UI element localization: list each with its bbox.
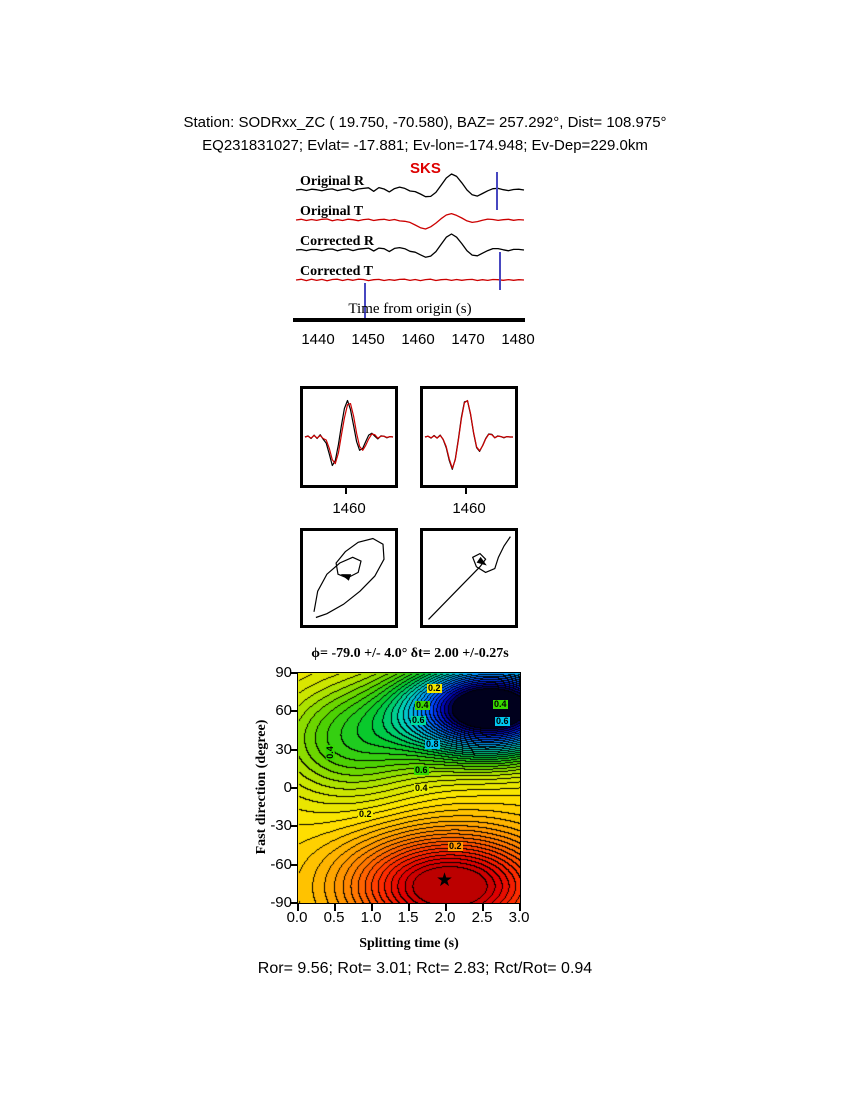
y-tick: -30 [270,817,292,834]
x-tick: 0.5 [323,909,345,926]
star-icon: ★ [436,870,454,891]
time-tick: 1480 [501,331,535,348]
direction-arrow-icon [340,574,352,581]
window-waveform-panel-right [420,386,518,488]
contour-label: 0.8 [425,739,440,749]
x-tick: 1.5 [397,909,419,926]
trace-line [295,173,525,198]
trace-line [295,233,525,258]
x-tick: 3.0 [508,909,530,926]
tick-mark [345,488,347,494]
particle-motion-panel-left [300,528,398,628]
trace-label-original-t: Original T [300,204,364,219]
trace-line [424,400,513,470]
x-tick: 2.0 [434,909,456,926]
trace-label-original-r: Original R [300,174,365,189]
time-axis-line [293,318,525,322]
waveform-traces-svg [295,173,525,282]
trace-line [424,399,513,469]
trace-label-corrected-t: Corrected T [300,264,373,279]
trace-line [304,403,394,465]
tick-mark [290,787,297,789]
particle-motion-svg-left [313,537,385,619]
contour-label: 0.2 [448,841,463,851]
contour-label: 0.6 [495,716,510,726]
event-header-line: EQ231831027; Evlat= -17.881; Ev-lon=-174… [202,137,648,154]
tick-mark [519,904,521,911]
time-tick: 1470 [451,331,485,348]
particle-motion-svg-right [428,536,511,620]
tick-mark [290,863,297,866]
window-waveform-svg-right [424,399,513,470]
tick-mark [290,710,297,713]
y-tick: 90 [275,664,292,681]
direction-arrow-icon [476,556,487,566]
window-panel-tick-right: 1460 [452,500,486,517]
energy-map-canvas [298,673,520,903]
energy-map-plot: ★ 0.2 0.4 0.6 0.8 0.4 0.6 0.4 0.2 0.2 0.4 0.6 [290,672,521,911]
window-start-marker [364,283,366,320]
window-waveform-panel-left [300,386,398,488]
trace-label-corrected-r: Corrected R [300,234,374,249]
window-waveform-svg-left [304,399,394,467]
y-tick: -60 [270,856,292,873]
tick-mark [297,904,299,911]
window-end-marker [496,172,498,210]
waveform-panel [295,165,525,325]
contour-label: 0.6 [414,765,429,775]
tick-mark [482,904,484,911]
time-axis-label: Time from origin (s) [348,301,472,317]
tick-mark [465,488,467,494]
tick-mark [334,904,336,911]
tick-mark [290,672,297,674]
contour-label: 0.2 [427,683,442,693]
time-tick: 1440 [301,331,335,348]
trace-line [304,399,394,467]
tick-mark [445,904,447,911]
particle-motion-curve [313,537,385,619]
contour-label: 0.2 [358,809,373,819]
energy-map-xlabel: Splitting time (s) [359,936,459,951]
tick-mark [371,904,373,911]
y-tick: -90 [270,894,292,911]
contour-label: 0.6 [411,715,426,725]
particle-motion-curve [428,536,511,620]
y-tick: 0 [283,779,292,796]
result-summary: Ror= 9.56; Rot= 3.01; Rct= 2.83; Rct/Rot… [257,960,593,977]
time-tick: 1450 [351,331,385,348]
x-tick: 0.0 [286,909,308,926]
contour-label: 0.4 [324,745,335,760]
contour-label: 0.4 [414,783,429,793]
x-tick: 1.0 [360,909,382,926]
tick-mark [290,748,297,751]
phase-label-sks: SKS [410,160,441,177]
tick-mark [408,904,410,911]
y-tick: 30 [275,741,292,758]
y-tick: 60 [275,702,292,719]
window-panel-tick-left: 1460 [332,500,366,517]
time-tick: 1460 [401,331,435,348]
energy-map-title: ϕ= -79.0 +/- 4.0° δt= 2.00 +/-0.27s [311,646,509,661]
window-end-marker [499,252,501,290]
trace-line [295,212,525,230]
contour-label: 0.4 [415,700,430,710]
trace-line [295,278,525,282]
tick-mark [290,902,297,904]
particle-motion-panel-right [420,528,518,628]
tick-mark [290,825,297,828]
x-tick: 2.5 [471,909,493,926]
station-header-line: Station: SODRxx_ZC ( 19.750, -70.580), B… [183,114,667,131]
contour-label: 0.4 [493,699,508,709]
